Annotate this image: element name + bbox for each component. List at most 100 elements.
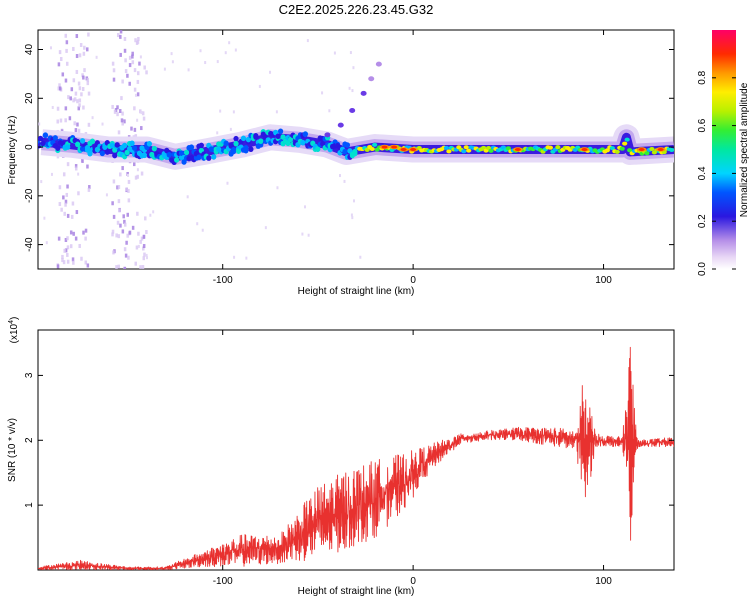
spectrogram-noise [350,213,353,217]
chart-title: C2E2.2025.226.23.45.G32 [279,2,434,17]
spectrogram-streak-1 [116,220,120,225]
spectrogram-streak-0 [70,87,74,92]
spectrogram-streak-1 [117,264,120,269]
spectrogram-cell [79,138,86,144]
snr-y-tick-label: 1 [24,502,35,508]
spectrogram-noise [351,89,354,93]
spectrogram-cell [669,148,674,153]
colorbar-label: Normalized spectral amplitude [739,82,750,217]
spectrogram-noise [351,216,354,220]
spectrogram-streak-1 [118,109,122,114]
spectrogram-cell [344,142,351,148]
spectrogram-streak-0 [73,97,77,102]
spectrogram-streak-1 [127,188,130,193]
spectrogram-cell [277,128,284,135]
spectrogram-streak-0 [74,128,78,133]
spectrogram-cell [622,141,628,146]
spectrogram-streak-0 [66,259,70,264]
spectrogram-streak-0 [74,236,78,241]
spectrogram-cell [129,140,135,147]
spectrogram-streak-1 [111,229,115,234]
spectrogram-streak-1 [121,166,124,171]
spectrogram-streak-0 [86,47,89,52]
spectrogram-streak-0 [78,98,82,103]
spectrogram-streak-1 [117,199,121,204]
spectrogram-streak-0 [57,86,61,91]
spectrogram-streak-1 [139,239,142,244]
spectrogram-hotspot-core-1 [391,145,398,149]
spectrogram-noise [149,213,152,217]
spectrogram-streak-1 [136,71,140,76]
spectrogram-noise [216,60,219,64]
spectrogram-streak-0 [67,95,70,100]
spectrogram-streak-0 [62,195,65,200]
spectrogram-cell [446,149,452,154]
spectrogram-streak-1 [139,109,142,114]
spectrogram-streak-0 [64,78,68,83]
spectrogram-streak-0 [87,122,91,127]
spectrogram-streak-1 [126,73,129,78]
spectrogram-cell [75,141,81,148]
spectrogram-cell [485,146,492,151]
spectrogram-streak-1 [119,172,122,177]
spectrogram-chirp-3 [360,90,367,96]
spectrogram-streak-0 [61,258,64,263]
spectrogram-noise [219,109,222,113]
spectrogram-streak-1 [143,252,146,257]
snr-panel: -100 0 100 1 2 3 Height of straight line (km)… [7,317,675,597]
spectrogram-streak-1 [134,134,138,139]
colorbar-tick-label: 0.6 [697,118,708,132]
spectrogram-streak-0 [78,53,82,58]
spectrogram-streak-1 [137,36,140,41]
spectrogram-noise [276,186,279,190]
spectrogram-streak-1 [141,111,145,116]
spectrogram-cell [619,146,625,151]
spectrogram-cell [275,133,281,140]
spectrogram-noise [105,193,108,197]
spectrogram-streak-1 [111,61,115,66]
spectrogram-cell [55,145,61,151]
spectrogram-noise [199,49,202,53]
spectrogram-cell [233,135,239,142]
spectrogram-streak-0 [80,92,83,97]
spectrogram-streak-1 [116,112,119,117]
spectrogram-streak-1 [127,179,131,184]
spectrogram-streak-1 [117,184,121,189]
spectrogram-streak-0 [58,86,62,91]
spectrogram-streak-1 [136,92,140,97]
spectrogram-noise [139,55,142,59]
spectrogram-cell [178,150,185,156]
spectrogram-streak-1 [140,126,143,131]
spectrogram-cell [166,151,172,158]
spectrogram-y-tick-label: 20 [24,92,35,104]
spectrogram-cell [122,142,128,149]
spectrogram-y-tick-label: -40 [24,237,35,252]
spectrogram-noise [233,255,236,259]
spectrogram-streak-1 [112,77,116,82]
spectrogram-streak-0 [84,228,88,233]
spectrogram-streak-1 [140,236,144,241]
spectrogram-chirp-0 [324,132,331,138]
spectrogram-streak-1 [121,111,124,116]
snr-frame [37,329,675,571]
spectrogram-streak-1 [134,175,138,180]
colorbar-tick-label: 0.8 [697,70,708,84]
spectrogram-streak-1 [119,34,122,39]
spectrogram-streak-0 [71,201,75,206]
spectrogram-streak-1 [123,219,126,224]
snr-plot-area [38,346,674,570]
spectrogram-streak-1 [133,106,136,111]
spectrogram-streak-1 [111,232,114,237]
spectrogram-streak-1 [123,222,127,227]
spectrogram-streak-0 [64,106,68,111]
spectrogram-streak-1 [136,211,139,216]
spectrogram-streak-0 [77,81,81,86]
spectrogram-streak-0 [64,237,68,242]
spectrogram-noise [264,226,267,230]
spectrogram-streak-0 [68,116,72,121]
spectrogram-streak-1 [119,52,122,57]
spectrogram-streak-1 [145,230,148,235]
spectrogram-streak-1 [123,266,127,269]
spectrogram-streak-0 [86,164,89,169]
spectrogram-streak-1 [139,265,142,269]
